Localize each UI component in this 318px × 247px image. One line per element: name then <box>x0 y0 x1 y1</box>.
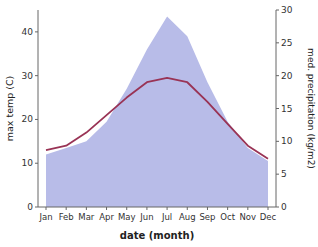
chart: 0 10 20 30 40 0 5 10 15 20 25 30 Jan Feb Mar Apr MayJun J… <box>0 0 318 247</box>
precip-area <box>46 17 268 207</box>
y2-tick <box>276 174 279 175</box>
y2-tick-label: 10 <box>281 136 293 146</box>
x-tick <box>46 207 47 210</box>
x-tick-label: Feb <box>59 212 74 222</box>
y-tick <box>35 31 38 32</box>
y-axis-title: max temp (C) <box>4 76 15 142</box>
y-tick-label: 40 <box>22 27 34 37</box>
y-tick <box>35 163 38 164</box>
y2-tick-label: 30 <box>281 5 293 15</box>
x-tick <box>187 207 188 210</box>
y-tick-label: 30 <box>22 71 34 81</box>
y2-tick-label: 15 <box>281 104 292 114</box>
y2-axis-title: med. precipitation (kg/m2) <box>306 48 316 169</box>
x-tick-label: Oct <box>220 212 235 222</box>
x-tick-label: Jan <box>38 212 52 222</box>
y-tick-label: 20 <box>22 114 34 124</box>
x-tick <box>66 207 67 210</box>
x-tick <box>227 207 228 210</box>
y2-tick <box>276 108 279 109</box>
x-tick <box>247 207 248 210</box>
temp-line <box>46 78 268 159</box>
x-tick-label: May <box>118 212 136 222</box>
x-tick <box>106 207 107 210</box>
y2-tick <box>276 42 279 43</box>
y-tick-label: 0 <box>27 202 33 212</box>
y-tick <box>35 119 38 120</box>
y-axis-line <box>38 10 39 207</box>
y-tick <box>35 75 38 76</box>
x-tick <box>207 207 208 210</box>
y2-tick <box>276 207 279 208</box>
y2-tick <box>276 141 279 142</box>
x-tick <box>146 207 147 210</box>
plot-area <box>46 17 268 207</box>
y2-tick-label: 5 <box>281 169 287 179</box>
x-tick-label: Sep <box>199 212 215 222</box>
y2-tick-label: 0 <box>281 202 287 212</box>
y2-tick <box>276 75 279 76</box>
x-axis-line <box>38 207 276 208</box>
x-tick-label: Mar <box>78 212 95 222</box>
y-tick <box>35 207 38 208</box>
x-tick-label: Dec <box>260 212 277 222</box>
x-tick-label: Aug <box>179 212 196 222</box>
y2-tick-label: 25 <box>281 38 292 48</box>
x-tick <box>167 207 168 210</box>
x-axis-title: date (month) <box>120 230 194 241</box>
y2-tick-label: 20 <box>281 71 293 81</box>
y-tick-label: 10 <box>22 158 34 168</box>
x-tick <box>126 207 127 210</box>
x-tick-label: Jul <box>161 212 172 222</box>
x-tick-label: Apr <box>99 212 114 222</box>
x-tick-label: Jun <box>139 212 153 222</box>
y2-tick <box>276 10 279 11</box>
x-tick <box>86 207 87 210</box>
x-tick-label: Nov <box>240 212 257 222</box>
x-tick <box>268 207 269 210</box>
